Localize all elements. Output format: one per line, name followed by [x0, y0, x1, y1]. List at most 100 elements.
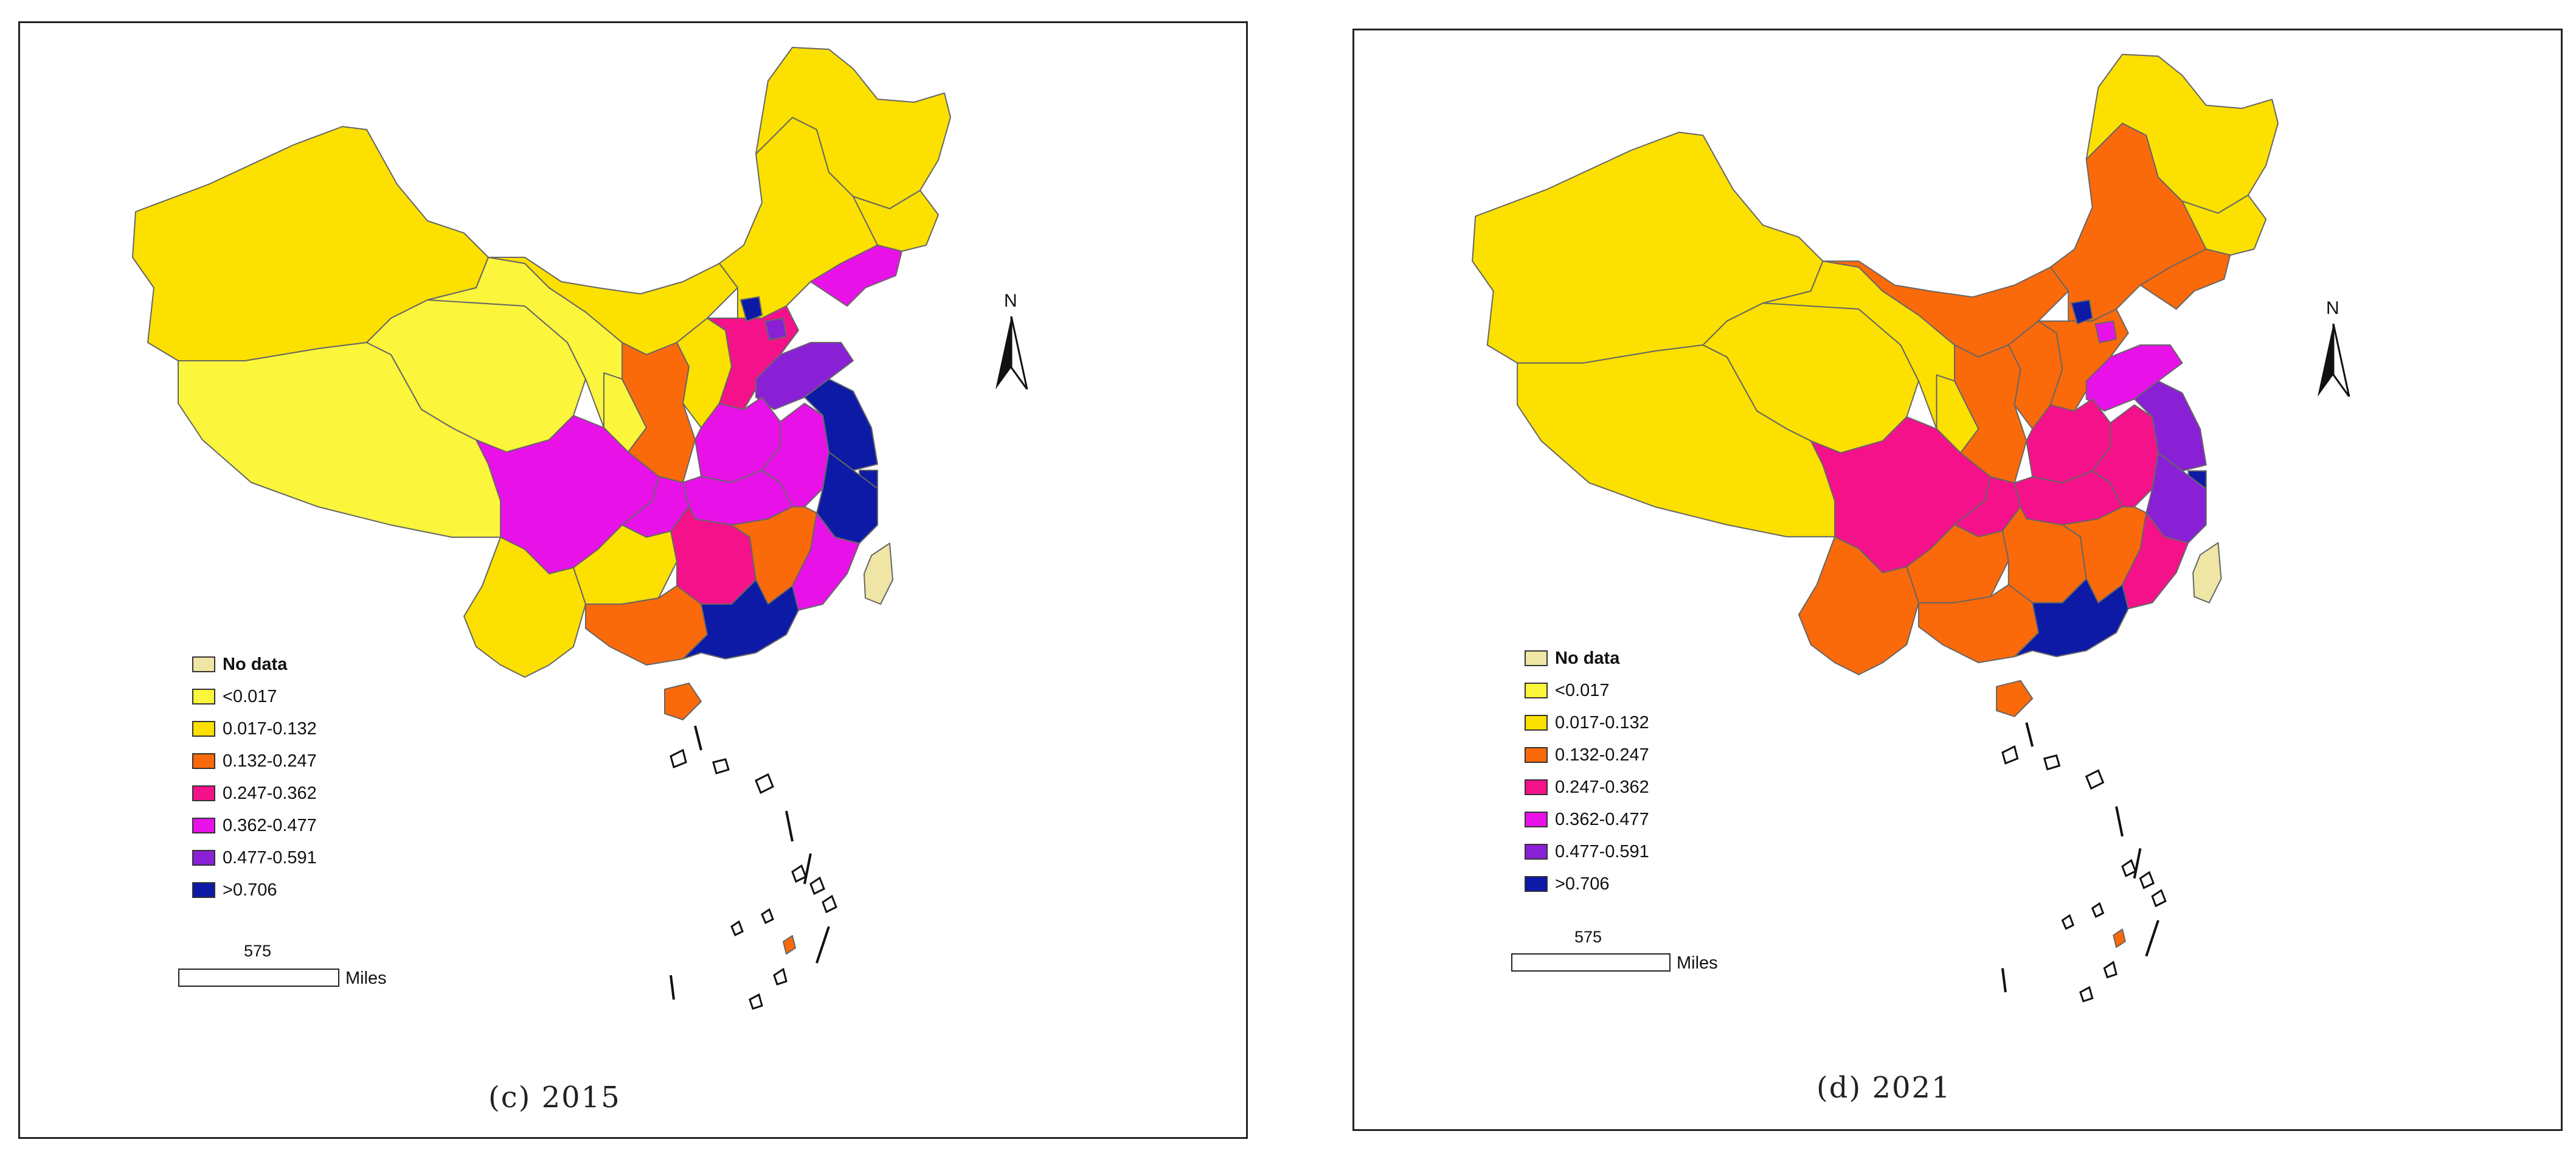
legend-label: 0.017-0.132	[1555, 712, 1649, 732]
north-arrow-icon	[995, 316, 1028, 389]
region-hainan	[664, 683, 702, 720]
legend-item: >0.706	[192, 877, 277, 903]
island-outline	[670, 748, 687, 769]
scale-bar-box	[178, 969, 339, 987]
legend-swatch	[1525, 844, 1548, 860]
region-beijing	[740, 296, 763, 322]
choropleth-map	[1472, 54, 2279, 1003]
scale-value: 575	[1574, 928, 1602, 946]
island-outline	[2079, 986, 2094, 1003]
region-jiangsu	[804, 378, 878, 471]
region-tianjin	[764, 318, 787, 341]
region-jiangsu	[2133, 380, 2207, 471]
legend-swatch	[192, 753, 215, 769]
map-caption: (c) 2015	[488, 1080, 621, 1115]
legend-label: 0.477-0.591	[223, 847, 317, 868]
scale-bar-box	[1511, 953, 1671, 972]
map-panel-2021: No data <0.017 0.017-0.132 0.132-0.247 0.247…	[1352, 29, 2563, 1131]
island-outline	[2103, 961, 2117, 979]
legend-label: 0.362-0.477	[223, 815, 317, 835]
island-outline	[2001, 745, 2019, 765]
region-yunnan	[463, 537, 586, 678]
region-heilongjiang	[2085, 54, 2279, 214]
island-outline	[2139, 871, 2155, 889]
legend-swatch	[192, 689, 215, 705]
island-outline	[2091, 902, 2105, 918]
legend-swatch	[1525, 747, 1548, 763]
north-arrow-icon	[2318, 324, 2350, 397]
region-taiwan	[2192, 542, 2222, 604]
island-outline	[712, 758, 730, 774]
region-liaoning	[2139, 248, 2231, 310]
legend-swatch	[192, 850, 215, 866]
legend-swatch	[1525, 683, 1548, 698]
legend-item: 0.247-0.362	[192, 780, 317, 807]
legend-item: 0.362-0.477	[1525, 806, 1649, 833]
choropleth-map	[132, 47, 951, 1010]
legend-label: >0.706	[1555, 874, 1610, 894]
legend-swatch	[1525, 715, 1548, 731]
legend-item: <0.017	[192, 683, 277, 710]
region-yunnan	[1798, 536, 1919, 675]
island-outline	[2061, 914, 2075, 930]
legend-item: <0.017	[1525, 677, 1610, 704]
legend-swatch	[192, 882, 215, 898]
island-outline	[755, 773, 774, 795]
region-heilongjiang	[755, 47, 951, 209]
legend-item: 0.132-0.247	[1525, 742, 1649, 768]
scale-value: 575	[244, 942, 272, 960]
region-tianjin	[2094, 320, 2117, 344]
boundary-dash	[815, 926, 830, 964]
island-outline	[791, 864, 807, 883]
boundary-dash	[2001, 968, 2007, 993]
scale-unit: Miles	[1677, 953, 1718, 973]
legend-item: No data	[1525, 645, 1619, 672]
legend-item: 0.477-0.591	[1525, 838, 1649, 865]
legend-swatch	[192, 721, 215, 737]
legend-label: 0.247-0.362	[1555, 777, 1649, 797]
map-panel-2015: No data <0.017 0.017-0.132 0.132-0.247 0.247…	[18, 21, 1248, 1139]
region-fujian	[2122, 512, 2189, 610]
legend-swatch	[1525, 812, 1548, 827]
island-outline	[773, 967, 788, 986]
legend-label: <0.017	[223, 686, 277, 706]
legend-item: 0.132-0.247	[192, 748, 317, 774]
north-label: N	[1004, 291, 1017, 311]
boundary-dash	[670, 975, 675, 1000]
boundary-dash	[2115, 806, 2124, 837]
region-hainan	[1996, 680, 2034, 717]
legend-label: No data	[223, 654, 288, 674]
legend-label: 0.362-0.477	[1555, 809, 1649, 829]
island-outline	[2151, 889, 2167, 908]
legend-swatch	[1525, 876, 1548, 892]
region-guangdong	[2013, 578, 2129, 658]
north-label: N	[2326, 298, 2339, 318]
legend-label: <0.017	[1555, 680, 1610, 700]
legend-label: >0.706	[223, 880, 277, 900]
legend-item: No data	[192, 651, 287, 678]
island-outline	[2043, 754, 2061, 771]
island-outline	[730, 920, 744, 937]
legend-swatch	[1525, 779, 1548, 795]
legend-item: 0.477-0.591	[192, 844, 317, 871]
legend-label: 0.132-0.247	[223, 751, 317, 771]
region-beijing	[2071, 299, 2093, 325]
boundary-dash	[2025, 722, 2034, 747]
region-south-island	[2113, 928, 2126, 948]
legend-swatch	[1525, 650, 1548, 666]
region-liaoning	[810, 245, 902, 307]
legend-label: 0.132-0.247	[1555, 745, 1649, 765]
island-outline	[809, 876, 825, 896]
legend-item: 0.362-0.477	[192, 812, 317, 839]
region-taiwan	[864, 543, 893, 605]
map-caption: (d) 2021	[1816, 1071, 1951, 1105]
legend-item: 0.247-0.362	[1525, 774, 1649, 801]
scale-unit: Miles	[345, 969, 387, 988]
legend-item: 0.017-0.132	[192, 715, 317, 742]
legend-label: No data	[1555, 648, 1620, 668]
island-outline	[2121, 858, 2137, 877]
boundary-dash	[2133, 848, 2142, 879]
legend-swatch	[192, 656, 215, 672]
region-guangdong	[682, 579, 799, 659]
boundary-dash	[785, 810, 794, 842]
